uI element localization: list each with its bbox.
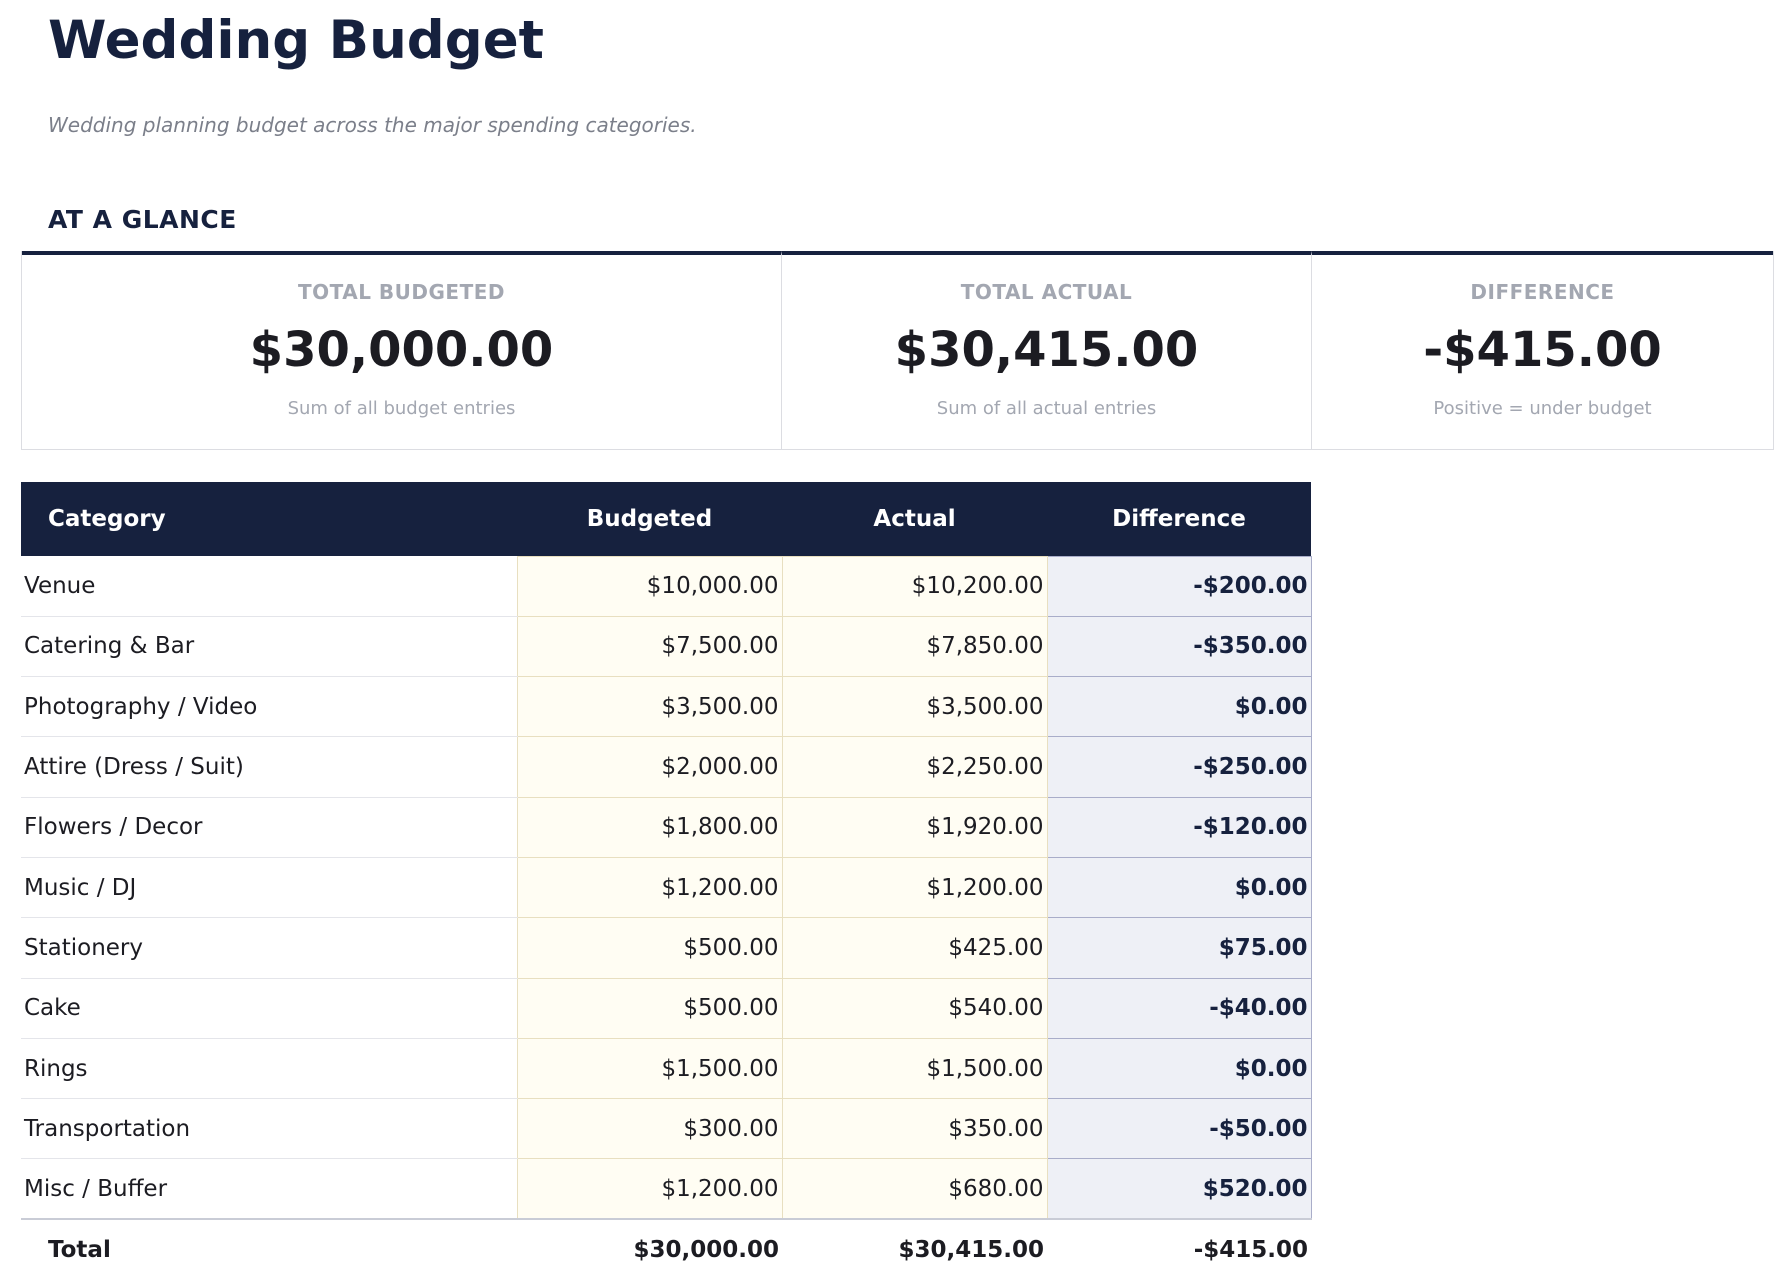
category-cell[interactable]: Attire (Dress / Suit) [21,736,517,798]
category-cell[interactable]: Total [21,1218,517,1279]
category-cell[interactable]: Cake [21,978,517,1039]
difference-cell[interactable]: -$415.00 [1047,1218,1311,1279]
budgeted-cell[interactable]: $30,000.00 [517,1218,782,1279]
card-total-budgeted: TOTAL BUDGETED $30,000.00 Sum of all bud… [22,251,782,449]
difference-cell[interactable]: $0.00 [1046,676,1312,738]
table-row: Cake $500.00 $540.00 -$40.00 [21,977,1312,1039]
category-cell[interactable]: Transportation [21,1098,517,1160]
difference-cell[interactable]: -$120.00 [1046,796,1312,858]
card-label: TOTAL BUDGETED [298,280,505,304]
page-subtitle: Wedding planning budget across the major… [48,113,697,137]
budget-table: Category Budgeted Actual Difference Venu… [21,482,1312,1279]
budgeted-cell[interactable]: $2,000.00 [516,736,783,798]
card-note: Sum of all budget entries [287,398,516,419]
budgeted-cell[interactable]: $7,500.00 [516,615,783,678]
card-total-actual: TOTAL ACTUAL $30,415.00 Sum of all actua… [782,251,1312,449]
budgeted-cell[interactable]: $1,200.00 [516,856,783,919]
actual-cell[interactable]: $1,200.00 [781,856,1048,919]
difference-cell[interactable]: -$250.00 [1046,736,1312,798]
card-label: TOTAL ACTUAL [960,280,1133,304]
table-row: Attire (Dress / Suit) $2,000.00 $2,250.00-… [21,736,1312,798]
difference-cell[interactable]: -$350.00 [1046,615,1312,678]
card-difference: DIFFERENCE -$415.00 Positive = under bud… [1312,251,1773,449]
budgeted-cell[interactable]: $1,500.00 [516,1037,783,1100]
category-cell[interactable]: Venue [21,556,517,617]
category-cell[interactable]: Misc / Buffer [21,1158,517,1220]
budgeted-cell[interactable]: $500.00 [516,977,783,1039]
table-row: Venue $10,000.00 $10,200.00 -$200.00 [21,555,1312,617]
table-row: Stationery $500.00 $425.00 $75.00 [21,917,1312,979]
difference-cell[interactable]: $520.00 [1046,1158,1312,1220]
budgeted-cell[interactable]: $1,200.00 [516,1158,783,1220]
header-difference: Difference [1047,482,1311,556]
difference-cell[interactable]: -$40.00 [1046,977,1312,1039]
actual-cell[interactable]: $30,415.00 [782,1218,1047,1279]
actual-cell[interactable]: $7,850.00 [781,615,1048,678]
category-cell[interactable]: Stationery [21,917,517,979]
category-cell[interactable]: Flowers / Decor [21,797,517,858]
card-value: $30,000.00 [249,322,554,378]
header-budgeted: Budgeted [517,482,782,556]
summary-cards: TOTAL BUDGETED $30,000.00 Sum of all bud… [21,251,1774,450]
budgeted-cell[interactable]: $500.00 [516,917,783,979]
card-note: Sum of all actual entries [936,398,1157,419]
actual-cell[interactable]: $10,200.00 [781,555,1048,617]
actual-cell[interactable]: $350.00 [781,1098,1048,1160]
table-row: Music / DJ $1,200.00 $1,200.00 $0.00 [21,856,1312,919]
difference-cell[interactable]: $0.00 [1046,1037,1312,1100]
category-cell[interactable]: Music / DJ [21,857,517,919]
card-note: Positive = under budget [1433,398,1652,419]
actual-cell[interactable]: $3,500.00 [781,676,1048,738]
actual-cell[interactable]: $680.00 [781,1158,1048,1220]
table-row: Misc / Buffer $1,200.00 $680.00 $520.00 [21,1158,1312,1220]
difference-cell[interactable]: $0.00 [1046,856,1312,919]
category-cell[interactable]: Photography / Video [21,676,517,738]
card-label: DIFFERENCE [1470,280,1615,304]
header-actual: Actual [782,482,1047,556]
budgeted-cell[interactable]: $10,000.00 [516,555,783,617]
actual-cell[interactable]: $540.00 [781,977,1048,1039]
table-row: Flowers / Decor $1,800.00 $1,920.00 -$120.0… [21,796,1312,858]
card-value: $30,415.00 [894,322,1199,378]
difference-cell[interactable]: $75.00 [1046,917,1312,979]
section-heading: AT A GLANCE [48,205,237,234]
page-title: Wedding Budget [48,10,544,71]
table-row: Rings $1,500.00 $1,500.00 $0.00 [21,1037,1312,1100]
actual-cell[interactable]: $2,250.00 [781,736,1048,798]
budgeted-cell[interactable]: $1,800.00 [516,796,783,858]
table-row: Transportation $300.00 $350.00 -$50.00 [21,1098,1312,1160]
total-row: Total $30,000.00 $30,415.00 -$415.00 [21,1218,1311,1279]
actual-cell[interactable]: $425.00 [781,917,1048,979]
actual-cell[interactable]: $1,500.00 [781,1037,1048,1100]
budgeted-cell[interactable]: $3,500.00 [516,676,783,738]
header-category: Category [21,482,517,556]
difference-cell[interactable]: -$200.00 [1046,555,1312,617]
card-value: -$415.00 [1423,322,1662,378]
category-cell[interactable]: Catering & Bar [21,616,517,678]
table-row: Catering & Bar $7,500.00 $7,850.00 -$350.00 [21,615,1312,678]
category-cell[interactable]: Rings [21,1038,517,1100]
actual-cell[interactable]: $1,920.00 [781,796,1048,858]
table-row: Photography / Video $3,500.00 $3,500.00 $0.… [21,676,1312,738]
difference-cell[interactable]: -$50.00 [1046,1098,1312,1160]
budgeted-cell[interactable]: $300.00 [516,1098,783,1160]
